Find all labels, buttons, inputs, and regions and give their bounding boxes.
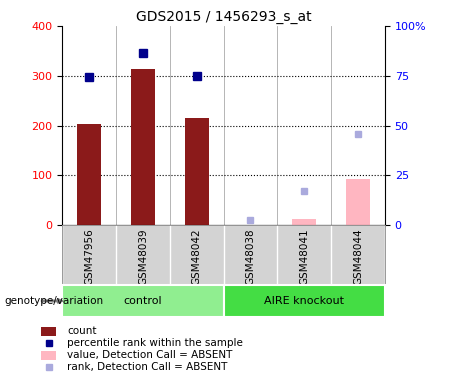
Title: GDS2015 / 1456293_s_at: GDS2015 / 1456293_s_at (136, 10, 311, 24)
Text: control: control (124, 296, 162, 306)
Bar (292, 219, 316, 225)
Text: count: count (67, 326, 97, 336)
Bar (346, 179, 370, 225)
Text: GSM48042: GSM48042 (192, 228, 202, 285)
Bar (131, 69, 155, 225)
Text: GSM48039: GSM48039 (138, 228, 148, 285)
Text: GSM48041: GSM48041 (299, 228, 309, 285)
Bar (41, 351, 56, 360)
Bar (62, 285, 224, 317)
Bar (41, 327, 56, 336)
Text: GSM48038: GSM48038 (245, 228, 255, 285)
Text: GSM47956: GSM47956 (84, 228, 94, 285)
Text: genotype/variation: genotype/variation (5, 296, 104, 306)
Bar (77, 124, 101, 225)
Bar (224, 285, 385, 317)
Bar (184, 118, 209, 225)
Text: value, Detection Call = ABSENT: value, Detection Call = ABSENT (67, 350, 233, 360)
Text: GSM48044: GSM48044 (353, 228, 363, 285)
Text: AIRE knockout: AIRE knockout (264, 296, 344, 306)
Text: rank, Detection Call = ABSENT: rank, Detection Call = ABSENT (67, 362, 228, 372)
Text: percentile rank within the sample: percentile rank within the sample (67, 339, 243, 348)
